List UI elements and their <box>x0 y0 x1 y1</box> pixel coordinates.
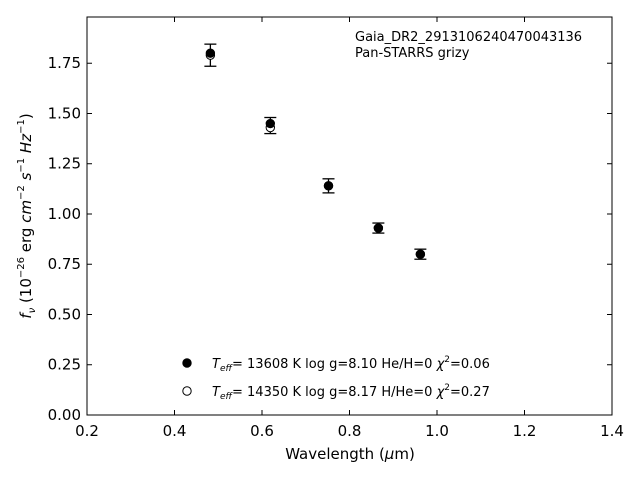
model-point-filled <box>265 118 276 129</box>
data-marks <box>204 43 427 260</box>
y-tick-label: 0.50 <box>48 305 81 323</box>
legend: Teff= 13608 K log g=8.10 He/H=0 χ2=0.06 … <box>182 355 490 402</box>
model-point-filled <box>373 223 384 233</box>
x-tick-label: 1.0 <box>425 422 449 440</box>
object-name-annotation: Gaia_DR2_2913106240470043136 <box>355 30 582 45</box>
y-tick-label: 0.00 <box>48 406 81 424</box>
legend-marker-open <box>182 386 192 396</box>
y-tick-label: 1.50 <box>48 104 81 122</box>
x-tick-label: 0.6 <box>250 422 274 440</box>
legend-entry-2: Teff= 14350 K log g=8.17 H/He=0 χ2=0.27 <box>212 383 490 402</box>
x-tick-label: 0.8 <box>338 422 362 440</box>
y-tick-label: 1.25 <box>48 155 81 173</box>
x-tick-label: 1.4 <box>600 422 624 440</box>
x-tick-label: 1.2 <box>513 422 537 440</box>
legend-marker-filled <box>182 358 192 368</box>
axis-ticks: 0.2 0.4 0.6 0.8 1.0 1.2 1.4 0.00 0.25 0.50 0.75 1.0… <box>48 17 624 440</box>
x-tick-label: 0.4 <box>163 422 187 440</box>
y-tick-label: 1.00 <box>48 205 81 223</box>
y-tick-label: 0.75 <box>48 255 81 273</box>
model-point-filled <box>205 48 216 58</box>
x-tick-label: 0.2 <box>75 422 99 440</box>
survey-annotation: Pan-STARRS grizy <box>355 46 470 61</box>
y-axis-label: fν (10−26 erg cm−2 s−1 Hz−1) <box>16 113 38 318</box>
model-point-filled <box>323 181 334 191</box>
model-point-filled <box>415 249 426 259</box>
x-axis-label: Wavelength (μm) <box>285 445 415 463</box>
legend-entry-1: Teff= 13608 K log g=8.10 He/H=0 χ2=0.06 <box>212 355 490 374</box>
y-tick-label: 0.25 <box>48 356 81 374</box>
y-tick-label: 1.75 <box>48 54 81 72</box>
plot-frame <box>86 16 613 416</box>
